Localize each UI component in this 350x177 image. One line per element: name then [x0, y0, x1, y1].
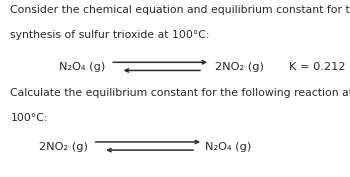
Text: K = 0.212: K = 0.212: [289, 62, 345, 72]
Text: 100°C:: 100°C:: [10, 113, 48, 123]
Text: N₂O₄ (g): N₂O₄ (g): [59, 62, 105, 72]
Text: Consider the chemical equation and equilibrium constant for the: Consider the chemical equation and equil…: [10, 5, 350, 15]
Text: 2NO₂ (g): 2NO₂ (g): [215, 62, 264, 72]
Text: N₂O₄ (g): N₂O₄ (g): [205, 142, 251, 152]
Text: 2NO₂ (g): 2NO₂ (g): [38, 142, 88, 152]
Text: Calculate the equilibrium constant for the following reaction at: Calculate the equilibrium constant for t…: [10, 88, 350, 98]
Text: synthesis of sulfur trioxide at 100°C:: synthesis of sulfur trioxide at 100°C:: [10, 30, 210, 40]
